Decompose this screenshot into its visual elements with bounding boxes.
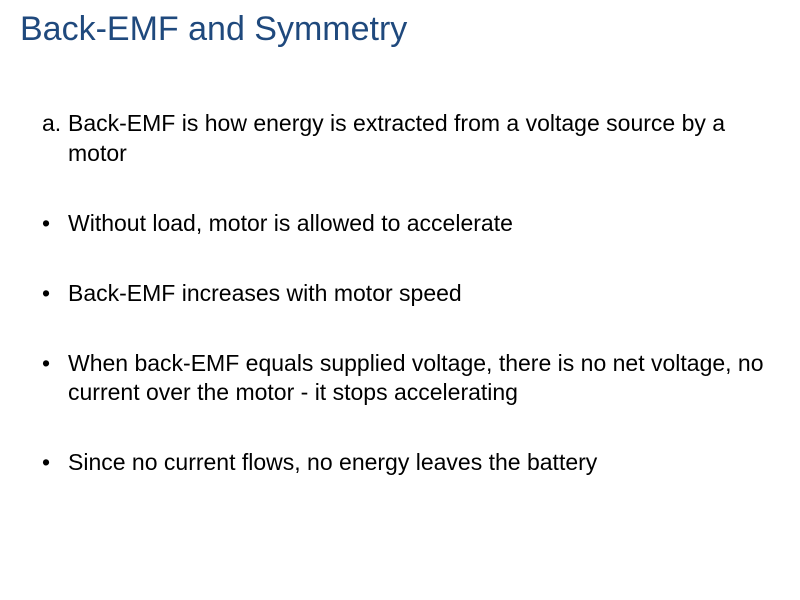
list-item: • When back-EMF equals supplied voltage,…: [42, 349, 770, 409]
list-text: Since no current flows, no energy leaves…: [68, 448, 770, 478]
bullet-icon: •: [42, 448, 68, 478]
list-marker: a.: [42, 109, 68, 169]
slide-title: Back-EMF and Symmetry: [20, 10, 780, 49]
slide: Back-EMF and Symmetry a. Back-EMF is how…: [0, 0, 800, 600]
list-text: When back-EMF equals supplied voltage, t…: [68, 349, 770, 409]
list-item: a. Back-EMF is how energy is extracted f…: [42, 109, 770, 169]
bullet-icon: •: [42, 279, 68, 309]
slide-content: a. Back-EMF is how energy is extracted f…: [20, 109, 780, 478]
list-text: Back-EMF increases with motor speed: [68, 279, 770, 309]
list-item: • Without load, motor is allowed to acce…: [42, 209, 770, 239]
list-item: • Back-EMF increases with motor speed: [42, 279, 770, 309]
list-text: Back-EMF is how energy is extracted from…: [68, 109, 770, 169]
bullet-icon: •: [42, 209, 68, 239]
list-item: • Since no current flows, no energy leav…: [42, 448, 770, 478]
list-text: Without load, motor is allowed to accele…: [68, 209, 770, 239]
bullet-icon: •: [42, 349, 68, 409]
